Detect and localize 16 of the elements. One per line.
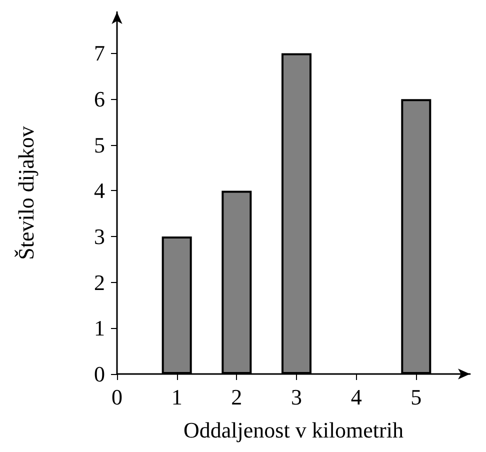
x-tick-label: 5 xyxy=(410,384,422,410)
y-tick-label: 4 xyxy=(94,178,105,204)
y-tick-label: 0 xyxy=(94,362,105,386)
y-tick-label: 2 xyxy=(94,270,105,295)
y-axis-title: Število dijakov xyxy=(14,126,38,260)
y-tick-label: 3 xyxy=(94,224,105,250)
x-axis-title: Oddaljenost v kilometrih xyxy=(184,418,404,442)
x-tick-label: 3 xyxy=(290,384,302,410)
x-tick-label: 1 xyxy=(171,384,182,410)
y-tick-label: 6 xyxy=(94,86,105,112)
y-tick-label: 5 xyxy=(94,132,105,158)
y-tick-label: 1 xyxy=(94,316,105,341)
y-tick-label: 7 xyxy=(94,40,105,66)
x-tick-label: 4 xyxy=(350,384,362,410)
x-tick-label: 0 xyxy=(112,384,122,410)
x-tick-label: 2 xyxy=(231,384,242,410)
